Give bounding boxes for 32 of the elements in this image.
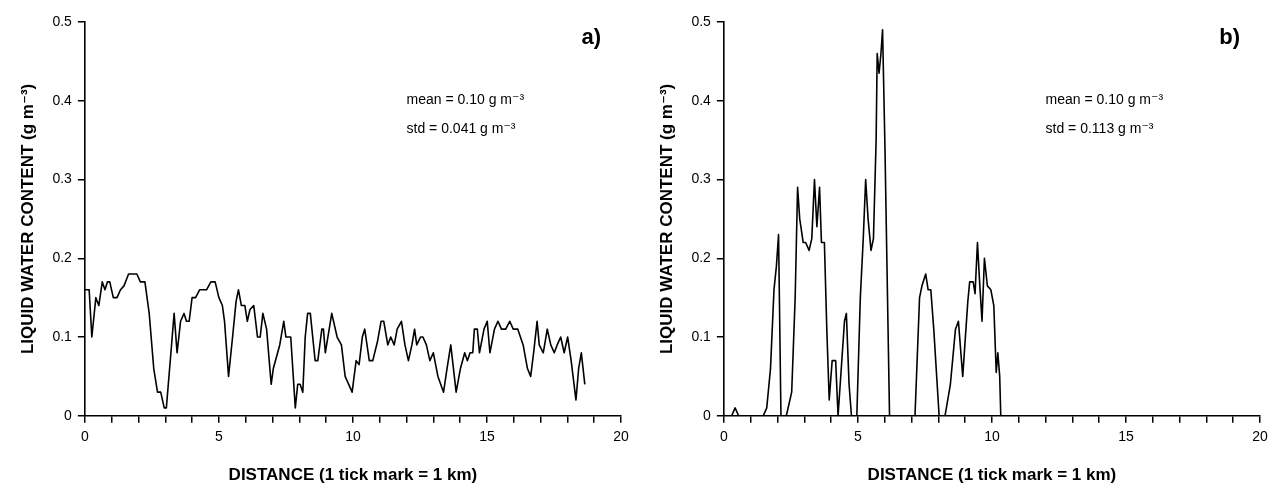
y-tick-label: 0.5 [691,12,712,29]
y-tick-label: 0 [703,406,712,423]
y-tick-label: 0.4 [691,91,712,108]
annotation: std = 0.041 g m⁻³ [406,120,516,136]
y-tick-label: 0.2 [691,249,712,266]
y-tick-label: 0.2 [52,249,73,266]
x-tick-label: 0 [80,428,89,445]
x-tick-label: 5 [215,428,223,445]
x-tick-label: 10 [345,428,361,445]
x-tick-label: 20 [613,428,629,445]
y-axis-title: LIQUID WATER CONTENT (g m⁻³) [656,83,676,355]
y-tick-label: 0 [64,406,73,423]
chart-title: b) [1219,24,1240,49]
y-tick-label: 0.4 [52,91,73,108]
y-axis-title: LIQUID WATER CONTENT (g m⁻³) [17,83,37,355]
x-axis-title: DISTANCE (1 tick mark = 1 km) [228,465,478,485]
y-tick-label: 0.3 [691,170,712,187]
x-tick-label: 15 [1118,428,1134,445]
x-tick-label: 20 [1252,428,1268,445]
y-tick-label: 0.1 [52,327,73,344]
x-tick-label: 5 [854,428,862,445]
annotation: mean = 0.10 g m⁻³ [406,91,525,107]
annotation: std = 0.113 g m⁻³ [1045,120,1154,136]
y-tick-label: 0.1 [691,327,712,344]
annotation: mean = 0.10 g m⁻³ [1045,91,1164,107]
x-tick-label: 15 [479,428,495,445]
x-tick-label: 10 [984,428,1000,445]
y-tick-label: 0.5 [52,12,73,29]
chart-title: a) [581,24,601,49]
y-tick-label: 0.3 [52,170,73,187]
x-tick-label: 0 [719,428,728,445]
x-axis-title: DISTANCE (1 tick mark = 1 km) [867,465,1117,485]
